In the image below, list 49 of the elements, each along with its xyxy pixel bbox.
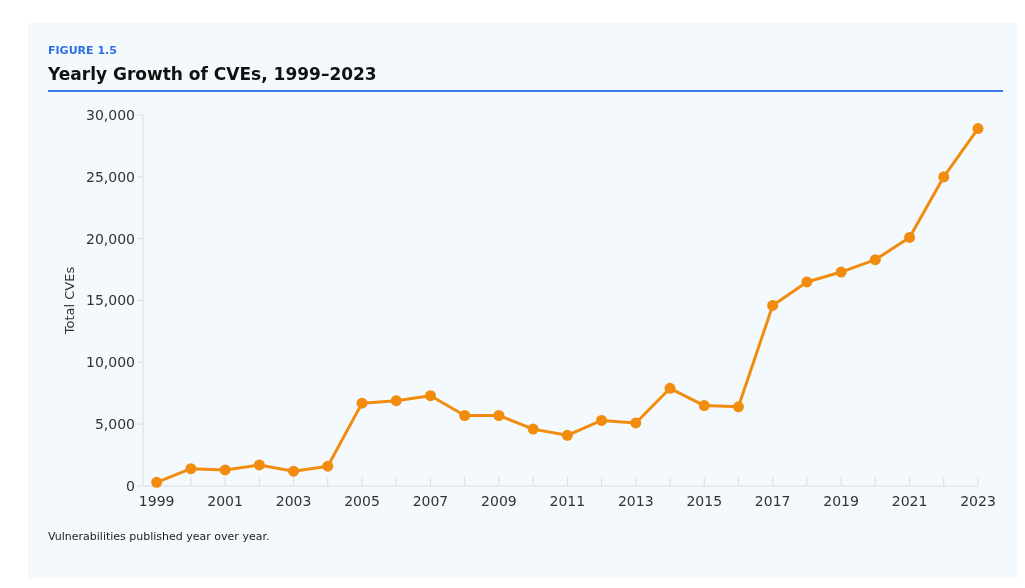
point <box>698 400 710 412</box>
point <box>869 254 881 266</box>
point <box>219 464 231 476</box>
x-tick-label: 2021 <box>891 493 928 509</box>
point <box>322 460 334 472</box>
x-tick-label: 2015 <box>686 493 723 509</box>
x-tick-label: 2005 <box>344 493 380 509</box>
text: Vulnerabilities published year over year. <box>48 530 270 543</box>
point <box>527 423 539 435</box>
caption: FIGURE 1.5 <box>48 44 117 57</box>
point <box>664 382 676 394</box>
point <box>459 410 471 422</box>
point <box>356 397 368 409</box>
y-tick-label: 25,000 <box>86 168 135 185</box>
point <box>596 414 608 426</box>
point <box>767 299 779 311</box>
x-tick-label: 2003 <box>275 493 312 509</box>
point <box>151 476 163 488</box>
point <box>288 465 300 477</box>
point <box>972 123 984 135</box>
y-tick-label: 5,000 <box>94 416 135 433</box>
point <box>424 390 436 402</box>
point <box>630 417 642 429</box>
y-tick-label: 20,000 <box>86 230 135 247</box>
x-tick-label: 2011 <box>549 493 586 509</box>
y-tick-label: 0 <box>126 477 135 494</box>
point <box>253 459 265 471</box>
y-axis-title: Total CVEs <box>62 266 77 336</box>
x-tick-label: 2001 <box>207 493 243 509</box>
y-tick-label: 30,000 <box>86 106 135 123</box>
x-tick-label: 2017 <box>754 493 791 509</box>
point <box>904 231 916 243</box>
x-tick-label: 1999 <box>138 493 175 509</box>
point <box>801 276 813 288</box>
point <box>390 395 402 407</box>
y-tick-label: 10,000 <box>86 354 135 371</box>
point <box>561 429 573 441</box>
point <box>185 463 197 475</box>
chart-title: Yearly Growth of CVEs, 1999–2023 <box>47 64 377 84</box>
y-tick-label: 15,000 <box>86 292 135 309</box>
x-tick-label: 2019 <box>823 493 859 509</box>
x-tick-label: 2023 <box>960 493 996 509</box>
point <box>938 171 950 183</box>
x-tick-label: 2007 <box>412 493 449 509</box>
x-tick-label: 2013 <box>617 493 654 509</box>
x-tick-label: 2009 <box>481 493 517 509</box>
point <box>493 410 505 422</box>
point <box>835 266 847 278</box>
point <box>732 401 744 413</box>
